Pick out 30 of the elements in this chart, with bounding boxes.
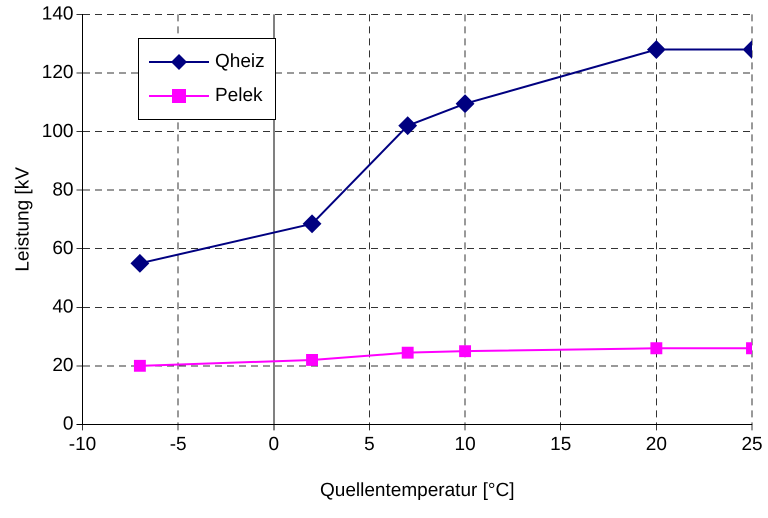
point (303, 214, 322, 233)
x-tick-label: 20 (646, 434, 667, 456)
y-tick-label: 60 (52, 238, 74, 259)
x-tick-label: 5 (364, 434, 375, 456)
point (306, 354, 318, 366)
point (647, 40, 666, 59)
point (459, 345, 472, 358)
legend-label: Pelek (215, 85, 263, 107)
x-tick-label: 25 (741, 434, 763, 456)
y-tick-label: 0 (62, 414, 74, 435)
y-axis-title: Leistung [kV (12, 166, 34, 272)
point (402, 346, 414, 359)
point (456, 94, 474, 113)
y-tick-label: 40 (52, 296, 74, 318)
legend-label: Qheiz (215, 51, 265, 73)
y-tick-label: 20 (52, 355, 74, 376)
x-tick-label: 15 (550, 434, 572, 456)
y-tick-label: 80 (52, 179, 74, 200)
x-tick-label: 0 (268, 434, 280, 456)
x-axis-title: Quellentemperatur [°C] (320, 480, 515, 501)
x-tick-label: -5 (170, 434, 187, 456)
x-tick-label: -10 (68, 434, 96, 456)
point (398, 116, 417, 135)
y-tick-label: 120 (42, 62, 74, 84)
y-tick-label: 100 (42, 120, 74, 142)
point (130, 254, 149, 272)
point (650, 342, 662, 354)
y-tick-label: 140 (42, 4, 74, 25)
x-tick-label: 10 (454, 434, 476, 456)
point (134, 360, 146, 372)
